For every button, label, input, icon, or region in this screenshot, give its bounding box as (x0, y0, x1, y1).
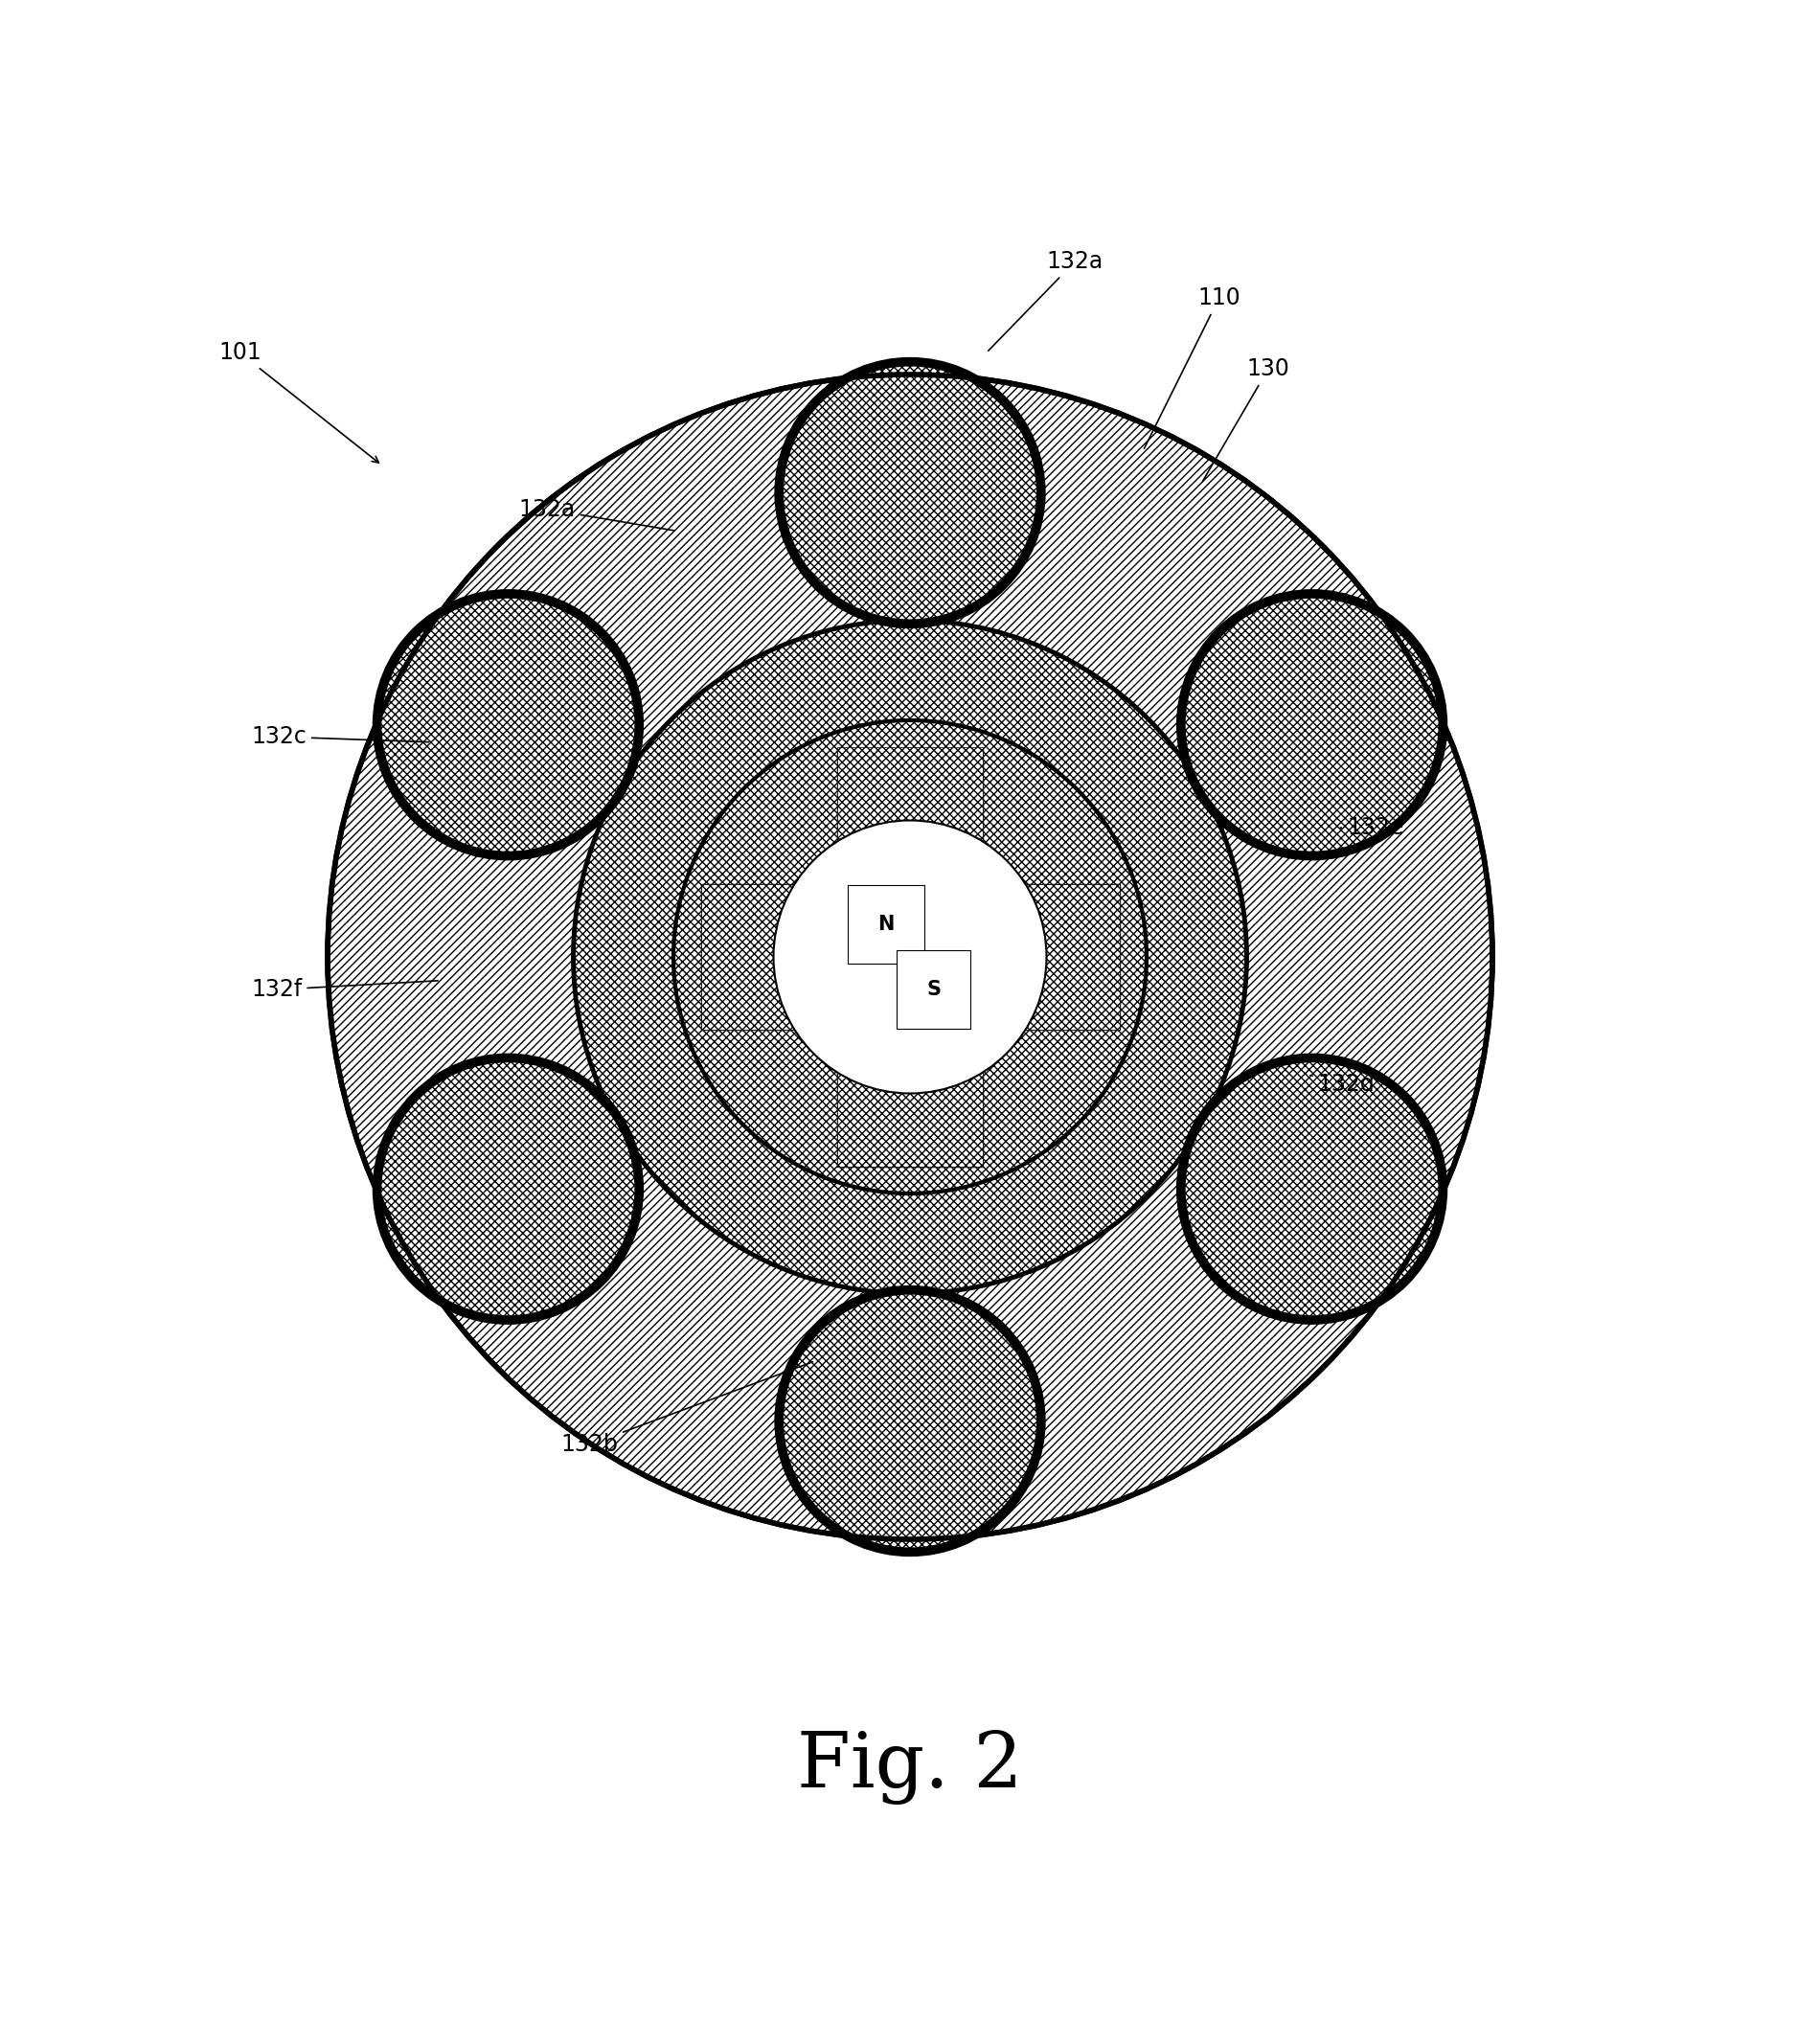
Bar (983, 884, 1119, 1030)
Text: 132c: 132c (251, 724, 430, 749)
Text: 132a: 132a (988, 251, 1103, 350)
Circle shape (1181, 595, 1443, 856)
Circle shape (779, 1291, 1041, 1552)
Text: N: N (877, 914, 895, 935)
Circle shape (1181, 1058, 1443, 1319)
Circle shape (1181, 1058, 1443, 1319)
Bar (837, 749, 983, 884)
Text: 132d: 132d (1310, 1072, 1374, 1096)
Text: 132b: 132b (561, 1361, 814, 1457)
Circle shape (573, 621, 1247, 1293)
Circle shape (377, 595, 639, 856)
Circle shape (779, 1291, 1041, 1552)
Bar (701, 884, 1119, 1030)
Circle shape (779, 362, 1041, 623)
Bar (837, 749, 983, 1165)
Text: S: S (926, 979, 941, 999)
Circle shape (377, 1058, 639, 1319)
Text: 130: 130 (1203, 358, 1290, 481)
Text: 110: 110 (1145, 287, 1241, 449)
Circle shape (377, 595, 639, 856)
Circle shape (774, 821, 1046, 1092)
Text: 132a: 132a (519, 498, 675, 530)
Circle shape (1181, 595, 1443, 856)
Circle shape (673, 720, 1147, 1194)
Bar (837, 1030, 983, 1165)
Text: 101: 101 (218, 342, 379, 463)
Circle shape (673, 720, 1147, 1194)
Text: 132e: 132e (1340, 815, 1403, 840)
Text: 132f: 132f (251, 979, 439, 1001)
Circle shape (779, 362, 1041, 623)
Circle shape (377, 1058, 639, 1319)
Bar (701, 884, 837, 1030)
Text: Fig. 2: Fig. 2 (797, 1730, 1023, 1805)
Circle shape (328, 374, 1492, 1540)
